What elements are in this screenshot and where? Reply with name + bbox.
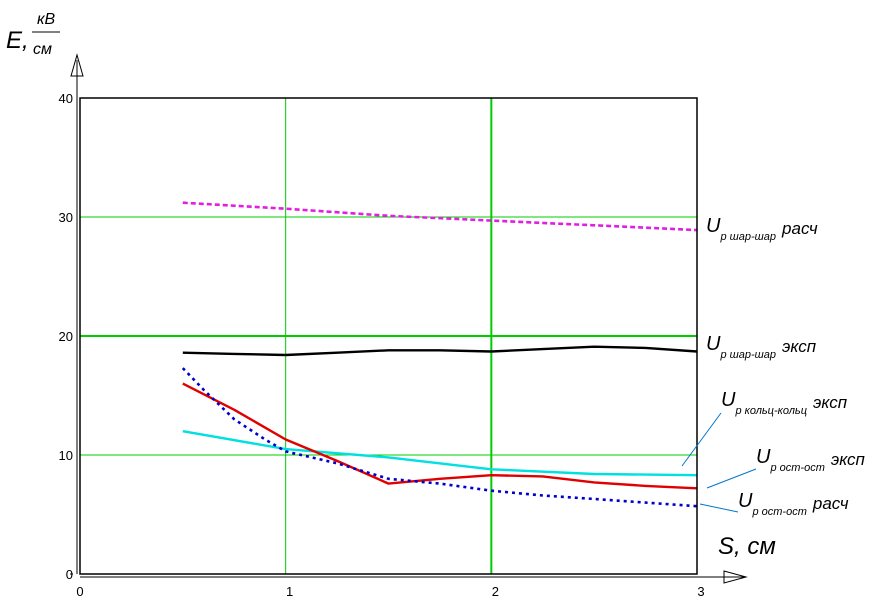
series-line-1	[182, 201, 698, 232]
y-axis-unit-denominator: см	[33, 41, 52, 58]
y-tick-label: 30	[59, 210, 73, 225]
y-axis-symbol: E,	[6, 27, 29, 54]
series-line-4	[182, 382, 698, 490]
y-tick-label: 10	[59, 448, 73, 463]
plot-area-border	[79, 97, 698, 575]
tick-labels: 0 10 20 30 40 0 1 2 3	[59, 91, 705, 599]
x-axis-title: S, см	[718, 533, 776, 560]
axes	[70, 53, 748, 584]
callout-line-4	[706, 468, 757, 489]
series-labels: Uр шар-шар расч Uр шар-шар эксп Uр кольц-кол…	[681, 215, 866, 518]
y-axis-arrow	[70, 53, 84, 77]
callout-line-3	[681, 412, 722, 467]
series-label-4: Uр ост-ост эксп	[756, 446, 866, 474]
y-axis-title: E, кВ см	[6, 11, 60, 58]
x-tick-label: 3	[697, 584, 704, 599]
y-tick-label: 40	[59, 91, 73, 106]
series-label-2: Uр шар-шар эксп	[706, 333, 817, 361]
y-axis-unit-numerator: кВ	[37, 11, 56, 28]
grid-lines	[80, 98, 697, 574]
series-lines	[181, 201, 698, 508]
series-line-2	[182, 345, 698, 357]
x-tick-label: 0	[76, 584, 83, 599]
series-label-3: Uр кольц-кольц эксп	[721, 389, 848, 417]
x-axis-arrow	[723, 570, 748, 584]
series-line-5	[181, 367, 698, 508]
x-tick-label: 1	[286, 584, 293, 599]
series-line-3	[182, 430, 698, 477]
y-tick-label: 20	[59, 329, 73, 344]
y-tick-label: 0	[66, 567, 73, 582]
x-tick-label: 2	[492, 584, 499, 599]
callout-line-5	[699, 503, 739, 513]
series-label-5: Uр ост-ост расч	[738, 490, 849, 518]
plot-frame	[79, 97, 698, 575]
series-label-1: Uр шар-шар расч	[706, 215, 818, 243]
